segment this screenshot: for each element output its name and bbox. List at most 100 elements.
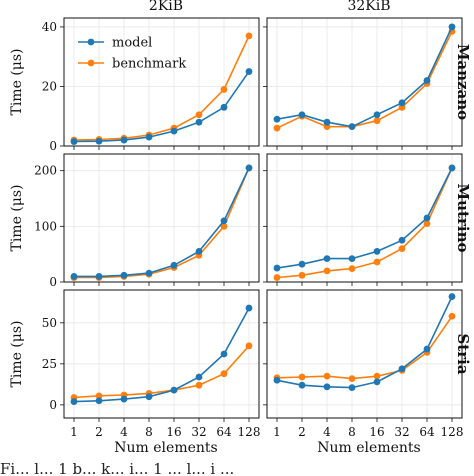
data-point-model xyxy=(348,384,356,392)
x-tick-label: 128 xyxy=(238,425,261,439)
data-point-benchmark xyxy=(220,86,228,93)
y-tick-label: 40 xyxy=(42,20,57,34)
x-tick-label: 4 xyxy=(323,425,331,439)
figure-caption-cutoff: Fi... l... 1 b... k... i... 1 ... l... i… xyxy=(0,460,234,476)
panel-manzano-32kib xyxy=(263,17,463,150)
data-point-benchmark xyxy=(448,312,456,320)
data-point-model xyxy=(120,395,128,403)
panel-stria-32kib: 1 2 4 8 16 32 64 128 xyxy=(263,289,463,439)
y-tick-label: 0 xyxy=(49,275,57,289)
data-point-benchmark xyxy=(245,32,253,40)
data-point-model xyxy=(323,118,331,126)
data-point-model xyxy=(220,350,228,358)
data-point-model xyxy=(448,23,456,31)
panel-frame xyxy=(266,17,463,147)
row-title-manzano: Manzano xyxy=(454,44,472,120)
x-tick-label: 1 xyxy=(70,425,78,439)
y-tick-label: 200 xyxy=(34,164,57,178)
data-point-benchmark xyxy=(273,274,281,281)
data-point-model xyxy=(273,264,281,272)
data-point-model xyxy=(298,111,306,119)
panel-background xyxy=(64,154,259,282)
data-point-model xyxy=(373,247,381,255)
panel-frame xyxy=(63,17,260,147)
y-tick-label: 25 xyxy=(42,357,57,371)
x-axis-label-left: Num elements xyxy=(114,440,217,456)
data-point-model xyxy=(170,386,178,394)
data-point-model xyxy=(298,260,306,268)
x-tick-label: 64 xyxy=(419,425,435,439)
panel-background xyxy=(64,290,259,418)
panel-frame xyxy=(63,153,260,283)
y-tick-label: 20 xyxy=(42,79,57,93)
data-point-benchmark xyxy=(323,267,331,275)
data-point-model xyxy=(145,133,153,141)
x-tick-label: 32 xyxy=(191,425,206,439)
series-line-benchmark xyxy=(74,167,250,279)
y-axis-label-row-2: Time (μs) xyxy=(9,184,25,251)
data-point-model xyxy=(298,381,306,389)
data-point-benchmark xyxy=(398,245,406,253)
series-line-model xyxy=(276,167,453,269)
data-point-model xyxy=(398,365,406,373)
data-point-model xyxy=(195,118,203,126)
series-line-benchmark xyxy=(276,167,453,279)
data-point-model xyxy=(423,345,431,353)
row-title-mutrino: Mutrino xyxy=(454,184,472,253)
panel-background xyxy=(267,154,462,282)
data-point-benchmark xyxy=(298,373,306,381)
x-axis-label-right: Num elements xyxy=(317,440,420,456)
panels-layer: 0 20 40 model benchmark 0 100 200 0 25 50 1 2 4 8 16 32 6… xyxy=(34,17,463,439)
data-point-model xyxy=(70,138,78,145)
legend-label-benchmark: benchmark xyxy=(112,57,186,72)
data-point-model xyxy=(120,271,128,279)
data-point-model xyxy=(423,214,431,222)
data-point-model xyxy=(398,236,406,244)
data-point-benchmark xyxy=(220,222,228,230)
series-line-benchmark xyxy=(276,315,453,380)
data-point-model xyxy=(145,393,153,401)
data-point-benchmark xyxy=(273,124,281,132)
y-tick-label: 0 xyxy=(49,139,57,153)
data-point-model xyxy=(323,383,331,391)
data-point-model xyxy=(348,123,356,131)
data-point-model xyxy=(398,99,406,107)
row-title-stria: Stria xyxy=(454,333,472,374)
data-point-benchmark xyxy=(323,372,331,380)
panel-background xyxy=(267,290,462,418)
x-tick-label: 16 xyxy=(166,425,181,439)
x-tick-label: 32 xyxy=(394,425,409,439)
data-point-model xyxy=(245,304,253,312)
panel-frame xyxy=(63,289,260,419)
x-tick-label: 4 xyxy=(120,425,128,439)
y-tick-label: 50 xyxy=(42,316,57,330)
panel-manzano-2kib: 0 20 40 model benchmark xyxy=(42,17,260,153)
data-point-model xyxy=(95,137,103,145)
data-point-benchmark xyxy=(95,392,103,400)
panel-background xyxy=(267,18,462,146)
series-line-benchmark xyxy=(73,35,250,141)
y-tick-label: 0 xyxy=(49,398,57,412)
y-axis-label-row-1: Time (μs) xyxy=(9,48,25,115)
data-point-benchmark xyxy=(245,342,253,350)
data-point-model xyxy=(220,103,228,111)
legend-marker-model xyxy=(87,38,95,46)
x-tick-label: 64 xyxy=(216,425,232,439)
data-point-model xyxy=(95,397,103,405)
data-point-benchmark xyxy=(298,271,306,279)
data-point-model xyxy=(448,164,456,172)
data-point-model xyxy=(145,269,153,277)
panel-frame xyxy=(266,289,463,419)
series-line-model xyxy=(276,26,453,128)
data-point-model xyxy=(423,77,431,84)
panel-mutrino-2kib: 0 100 200 xyxy=(34,153,260,289)
data-point-model xyxy=(373,378,381,386)
data-point-model xyxy=(195,373,203,381)
data-point-model xyxy=(245,68,253,75)
data-point-model xyxy=(220,217,228,225)
panel-background xyxy=(64,18,259,146)
series-line-model xyxy=(73,71,250,143)
series-line-benchmark xyxy=(276,31,453,129)
legend-marker-benchmark xyxy=(87,59,95,67)
data-point-model xyxy=(170,261,178,269)
